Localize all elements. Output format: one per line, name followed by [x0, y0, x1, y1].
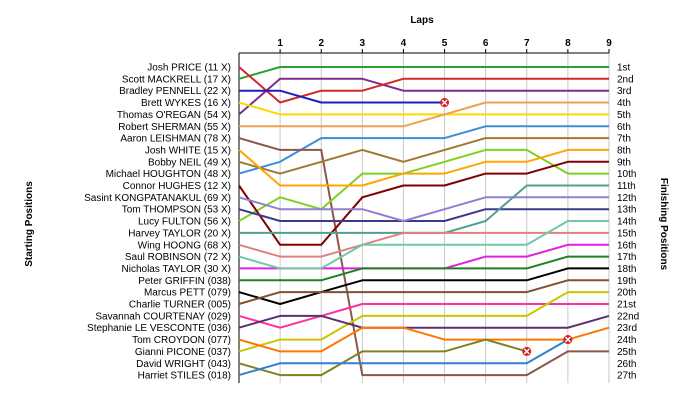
driver-label: Bradley PENNELL (22 X) — [119, 86, 231, 97]
finishing-position-label: 6th — [617, 122, 631, 133]
lap-tick-label: 2 — [318, 38, 324, 49]
series-line — [238, 148, 609, 222]
series-line — [238, 77, 609, 116]
finishing-position-label: 9th — [617, 157, 631, 168]
series-line — [239, 101, 609, 128]
finishing-position-label: 17th — [617, 252, 636, 263]
finishing-position-label: 13th — [617, 205, 636, 216]
series-line — [238, 267, 609, 305]
series-line — [238, 66, 609, 80]
driver-label: Harriet STILES (018) — [138, 371, 231, 382]
driver-label: Stephanie LE VESCONTE (036) — [87, 323, 231, 334]
series-line — [238, 137, 609, 377]
finishing-position-label: 11th — [617, 181, 636, 192]
lap-tick-label: 9 — [606, 38, 612, 49]
series-line — [238, 279, 609, 305]
series-line — [238, 160, 609, 246]
driver-label: Josh PRICE (11 X) — [147, 63, 231, 74]
driver-label: Michael HOUGHTON (48 X) — [106, 169, 231, 180]
driver-label: Sasint KONGPATANAKUL (69 X) — [84, 193, 231, 204]
driver-label: Thomas O'REGAN (54 X) — [117, 110, 231, 121]
driver-label: Aaron LEISHMAN (78 X) — [120, 134, 231, 145]
driver-label: Marcus PETT (079) — [144, 288, 231, 299]
finishing-position-label: 4th — [617, 98, 631, 109]
finishing-position-label: 19th — [617, 276, 636, 287]
finishing-position-label: 16th — [617, 240, 636, 251]
series-lines — [238, 66, 610, 377]
driver-label: Savannah COURTENAY (029) — [95, 311, 231, 322]
driver-label: Charlie TURNER (005) — [129, 300, 231, 311]
lap-tick-label: 1 — [277, 38, 283, 49]
right-position-labels: 1st2nd3rd4th5th6th7th8th9th10th11th12th1… — [617, 63, 639, 382]
series-line — [238, 208, 609, 222]
finishing-position-label: 5th — [617, 110, 631, 121]
finishing-position-label: 8th — [617, 145, 631, 156]
driver-label: Connor HUGHES (12 X) — [123, 181, 231, 192]
series-line — [238, 291, 609, 353]
finishing-position-label: 26th — [617, 359, 636, 370]
series-line — [238, 137, 609, 175]
finishing-position-label: 12th — [617, 193, 636, 204]
series-line — [238, 220, 609, 270]
driver-label: Tom CROYDON (077) — [132, 335, 231, 346]
series-line — [238, 66, 609, 104]
series-line — [238, 148, 609, 187]
driver-label: Lucy FULTON (56 X) — [138, 217, 231, 228]
chart-title: Laps — [410, 15, 434, 26]
retired-marker — [522, 346, 532, 356]
retired-marker — [563, 335, 573, 345]
finishing-position-label: 7th — [617, 134, 631, 145]
driver-label: Gianni PICONE (037) — [135, 347, 231, 358]
finishing-position-label: 3rd — [617, 86, 631, 97]
driver-label: Bobby NEIL (49 X) — [148, 157, 231, 168]
series-line — [238, 314, 610, 329]
driver-label: Nicholas TAYLOR (30 X) — [122, 264, 231, 275]
series-line — [239, 89, 445, 104]
finishing-position-label: 27th — [617, 371, 636, 382]
finishing-position-label: 1st — [617, 63, 631, 74]
driver-label: Wing HOONG (68 X) — [138, 240, 231, 251]
driver-label: David WRIGHT (043) — [136, 359, 231, 370]
lap-ticks: 1 2 3 4 5 6 7 8 9 — [277, 38, 612, 53]
driver-label: Robert SHERMAN (55 X) — [118, 122, 231, 133]
series-line — [238, 196, 609, 222]
series-line — [238, 326, 610, 353]
lap-tick-label: 5 — [442, 38, 448, 49]
finishing-position-label: 18th — [617, 264, 636, 275]
series-line — [239, 255, 609, 282]
driver-label: Brett WYKES (16 X) — [141, 98, 231, 109]
driver-label: Saul ROBINSON (72 X) — [125, 252, 231, 263]
y-axis-label-left: Starting Positions — [24, 181, 35, 267]
finishing-position-label: 23rd — [617, 323, 637, 334]
series-line — [238, 101, 609, 116]
finishing-position-label: 14th — [617, 217, 636, 228]
y-axis-label-right: Finishing Positions — [658, 178, 669, 271]
finishing-position-label: 2nd — [617, 74, 634, 85]
finishing-position-label: 21st — [617, 300, 636, 311]
lap-tick-label: 8 — [565, 38, 571, 49]
series-line — [238, 338, 569, 377]
finishing-position-label: 10th — [617, 169, 636, 180]
left-driver-labels: Scott MACKRELL (17 X) Thomas O'REGAN (54 … — [84, 63, 231, 382]
driver-label: Josh WHITE (15 X) — [145, 145, 231, 156]
driver-label: Peter GRIFFIN (038) — [138, 276, 231, 287]
driver-label: Harvey TAYLOR (20 X) — [128, 228, 231, 239]
driver-label: Scott MACKRELL (17 X) — [122, 74, 231, 85]
lap-tick-label: 3 — [360, 38, 366, 49]
series-line — [238, 338, 528, 377]
finishing-position-label: 20th — [617, 288, 636, 299]
finishing-position-label: 24th — [617, 335, 636, 346]
driver-label: Tom THOMPSON (53 X) — [122, 205, 231, 216]
finishing-position-label: 15th — [617, 228, 636, 239]
finishing-position-label: 22nd — [617, 311, 639, 322]
retire-markers — [440, 98, 573, 356]
lap-tick-label: 6 — [483, 38, 489, 49]
lap-tick-label: 7 — [524, 38, 530, 49]
finishing-position-label: 25th — [617, 347, 636, 358]
retired-marker — [440, 98, 450, 108]
lap-tick-label: 4 — [401, 38, 407, 49]
